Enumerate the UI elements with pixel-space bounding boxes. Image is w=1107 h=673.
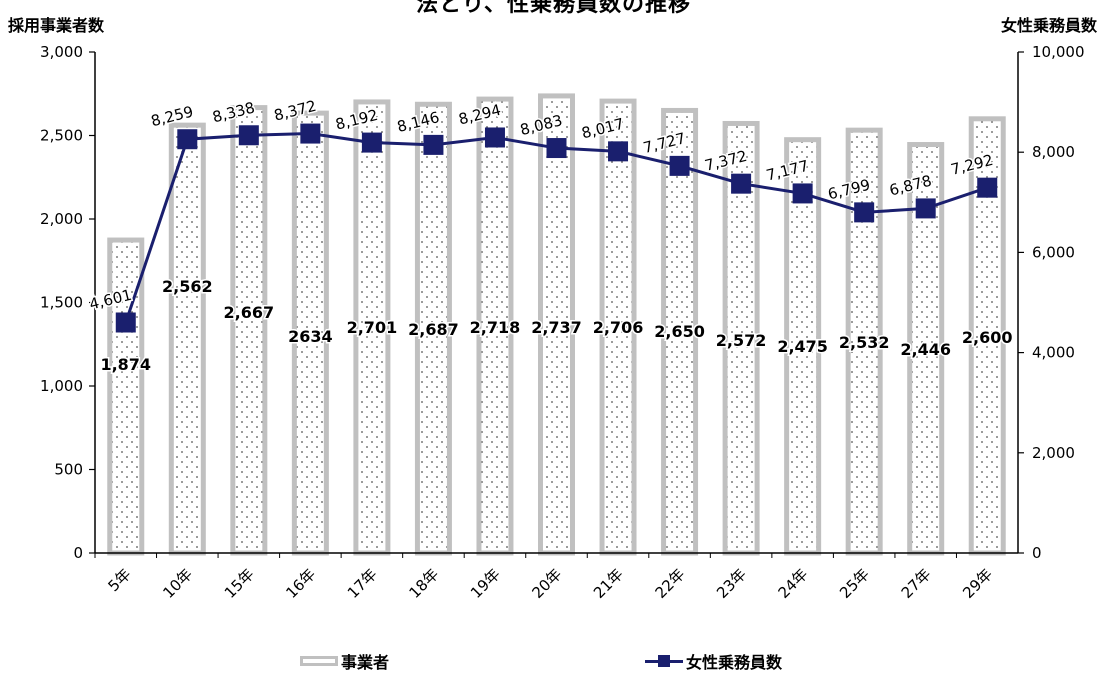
left-axis-title: 採用事業者数 [8,16,105,35]
line-layer [115,123,998,333]
legend-label-bar: 事業者 [341,653,390,672]
left-tick-label: 2,500 [40,127,83,145]
x-tick-label: 20年 [528,565,565,602]
bar-data-label: 2,532 [839,333,890,352]
x-tick-label: 23年 [713,565,750,602]
bar-data-label: 1,874 [100,355,151,374]
bar-data-label: 2,667 [224,303,275,322]
x-tick-label: 5年 [105,565,135,595]
x-tick-label: 17年 [344,565,381,602]
bar [661,107,699,556]
bars-layer [107,93,1006,556]
bar [291,110,329,556]
x-tick-label: 18年 [405,565,442,602]
line-point-marker [423,134,444,155]
line-point-marker [977,177,998,198]
bar [599,98,637,556]
left-tick-label: 1,500 [40,294,83,312]
x-tick-label: 27年 [898,565,935,602]
bar-data-label: 2,650 [654,322,705,341]
legend-swatch-bar [300,656,338,666]
line-point-marker [177,129,198,150]
right-tick-label: 0 [1032,544,1042,562]
legend-item-bar: 事業者 [300,649,389,673]
bar-data-label: 2,706 [593,318,644,337]
bar [414,101,452,556]
bar [230,105,268,556]
bar [168,122,206,556]
bar [476,96,514,556]
left-tick-label: 0 [73,544,83,562]
x-tick-label: 22年 [652,565,689,602]
line-point-marker [608,141,629,162]
line-point-marker [300,123,321,144]
x-tick-label: 21年 [590,565,627,602]
x-tick-label: 24年 [775,565,812,602]
legend-swatch-line [645,654,683,668]
right-tick-label: 6,000 [1032,243,1075,261]
left-tick-label: 3,000 [40,43,83,61]
bar-data-label: 2,718 [470,318,521,337]
line-point-marker [484,127,505,148]
line-point-marker [792,183,813,204]
left-tick-label: 2,000 [40,210,83,228]
bar-data-label: 2,600 [962,328,1013,347]
right-tick-label: 10,000 [1032,43,1085,61]
bar-data-label: 2,562 [162,277,213,296]
bar-data-label: 2,687 [408,320,459,339]
left-tick-label: 1,000 [40,377,83,395]
right-tick-label: 8,000 [1032,143,1075,161]
legend-label-line: 女性乗務員数 [686,653,783,672]
line-point-marker [115,312,136,333]
line-point-marker [854,202,875,223]
line-point-marker [669,155,690,176]
legend-item-line: 女性乗務員数 [645,649,782,673]
x-tick-label: 15年 [221,565,258,602]
left-tick-label: 500 [54,461,83,479]
bar-data-label: 2634 [288,327,333,346]
line-point-marker [731,173,752,194]
bar [722,120,760,556]
x-tick-label: 19年 [467,565,504,602]
x-tick-label: 10年 [159,565,196,602]
x-tick-label: 16年 [282,565,319,602]
right-tick-label: 4,000 [1032,344,1075,362]
bar-data-label: 2,701 [347,318,398,337]
x-tick-label: 25年 [836,565,873,602]
line-point-marker [238,125,259,146]
line-point-marker [361,132,382,153]
chart-title: 法とり、性乗務員数の推移 [415,0,692,17]
bar-data-label: 2,446 [900,340,951,359]
line-point-marker [915,198,936,219]
bar-data-label: 2,737 [531,318,582,337]
x-tick-label: 29年 [959,565,996,602]
line-point-marker [546,138,567,159]
bar-data-label: 2,572 [716,331,767,350]
right-axis-title: 女性乗務員数 [1000,16,1097,35]
right-tick-label: 2,000 [1032,444,1075,462]
bar [107,237,145,556]
bar-data-label: 2,475 [777,337,828,356]
